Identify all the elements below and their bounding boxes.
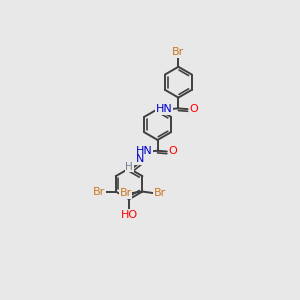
Text: HN: HN <box>155 104 172 114</box>
Text: Br: Br <box>119 188 132 198</box>
Text: O: O <box>189 104 198 114</box>
Text: N: N <box>136 154 144 164</box>
Text: H: H <box>125 162 133 172</box>
Text: Br: Br <box>172 47 184 57</box>
Text: Br: Br <box>93 187 105 196</box>
Text: Br: Br <box>154 188 166 198</box>
Text: HN: HN <box>136 146 153 157</box>
Text: O: O <box>169 146 177 157</box>
Text: HO: HO <box>121 210 138 220</box>
